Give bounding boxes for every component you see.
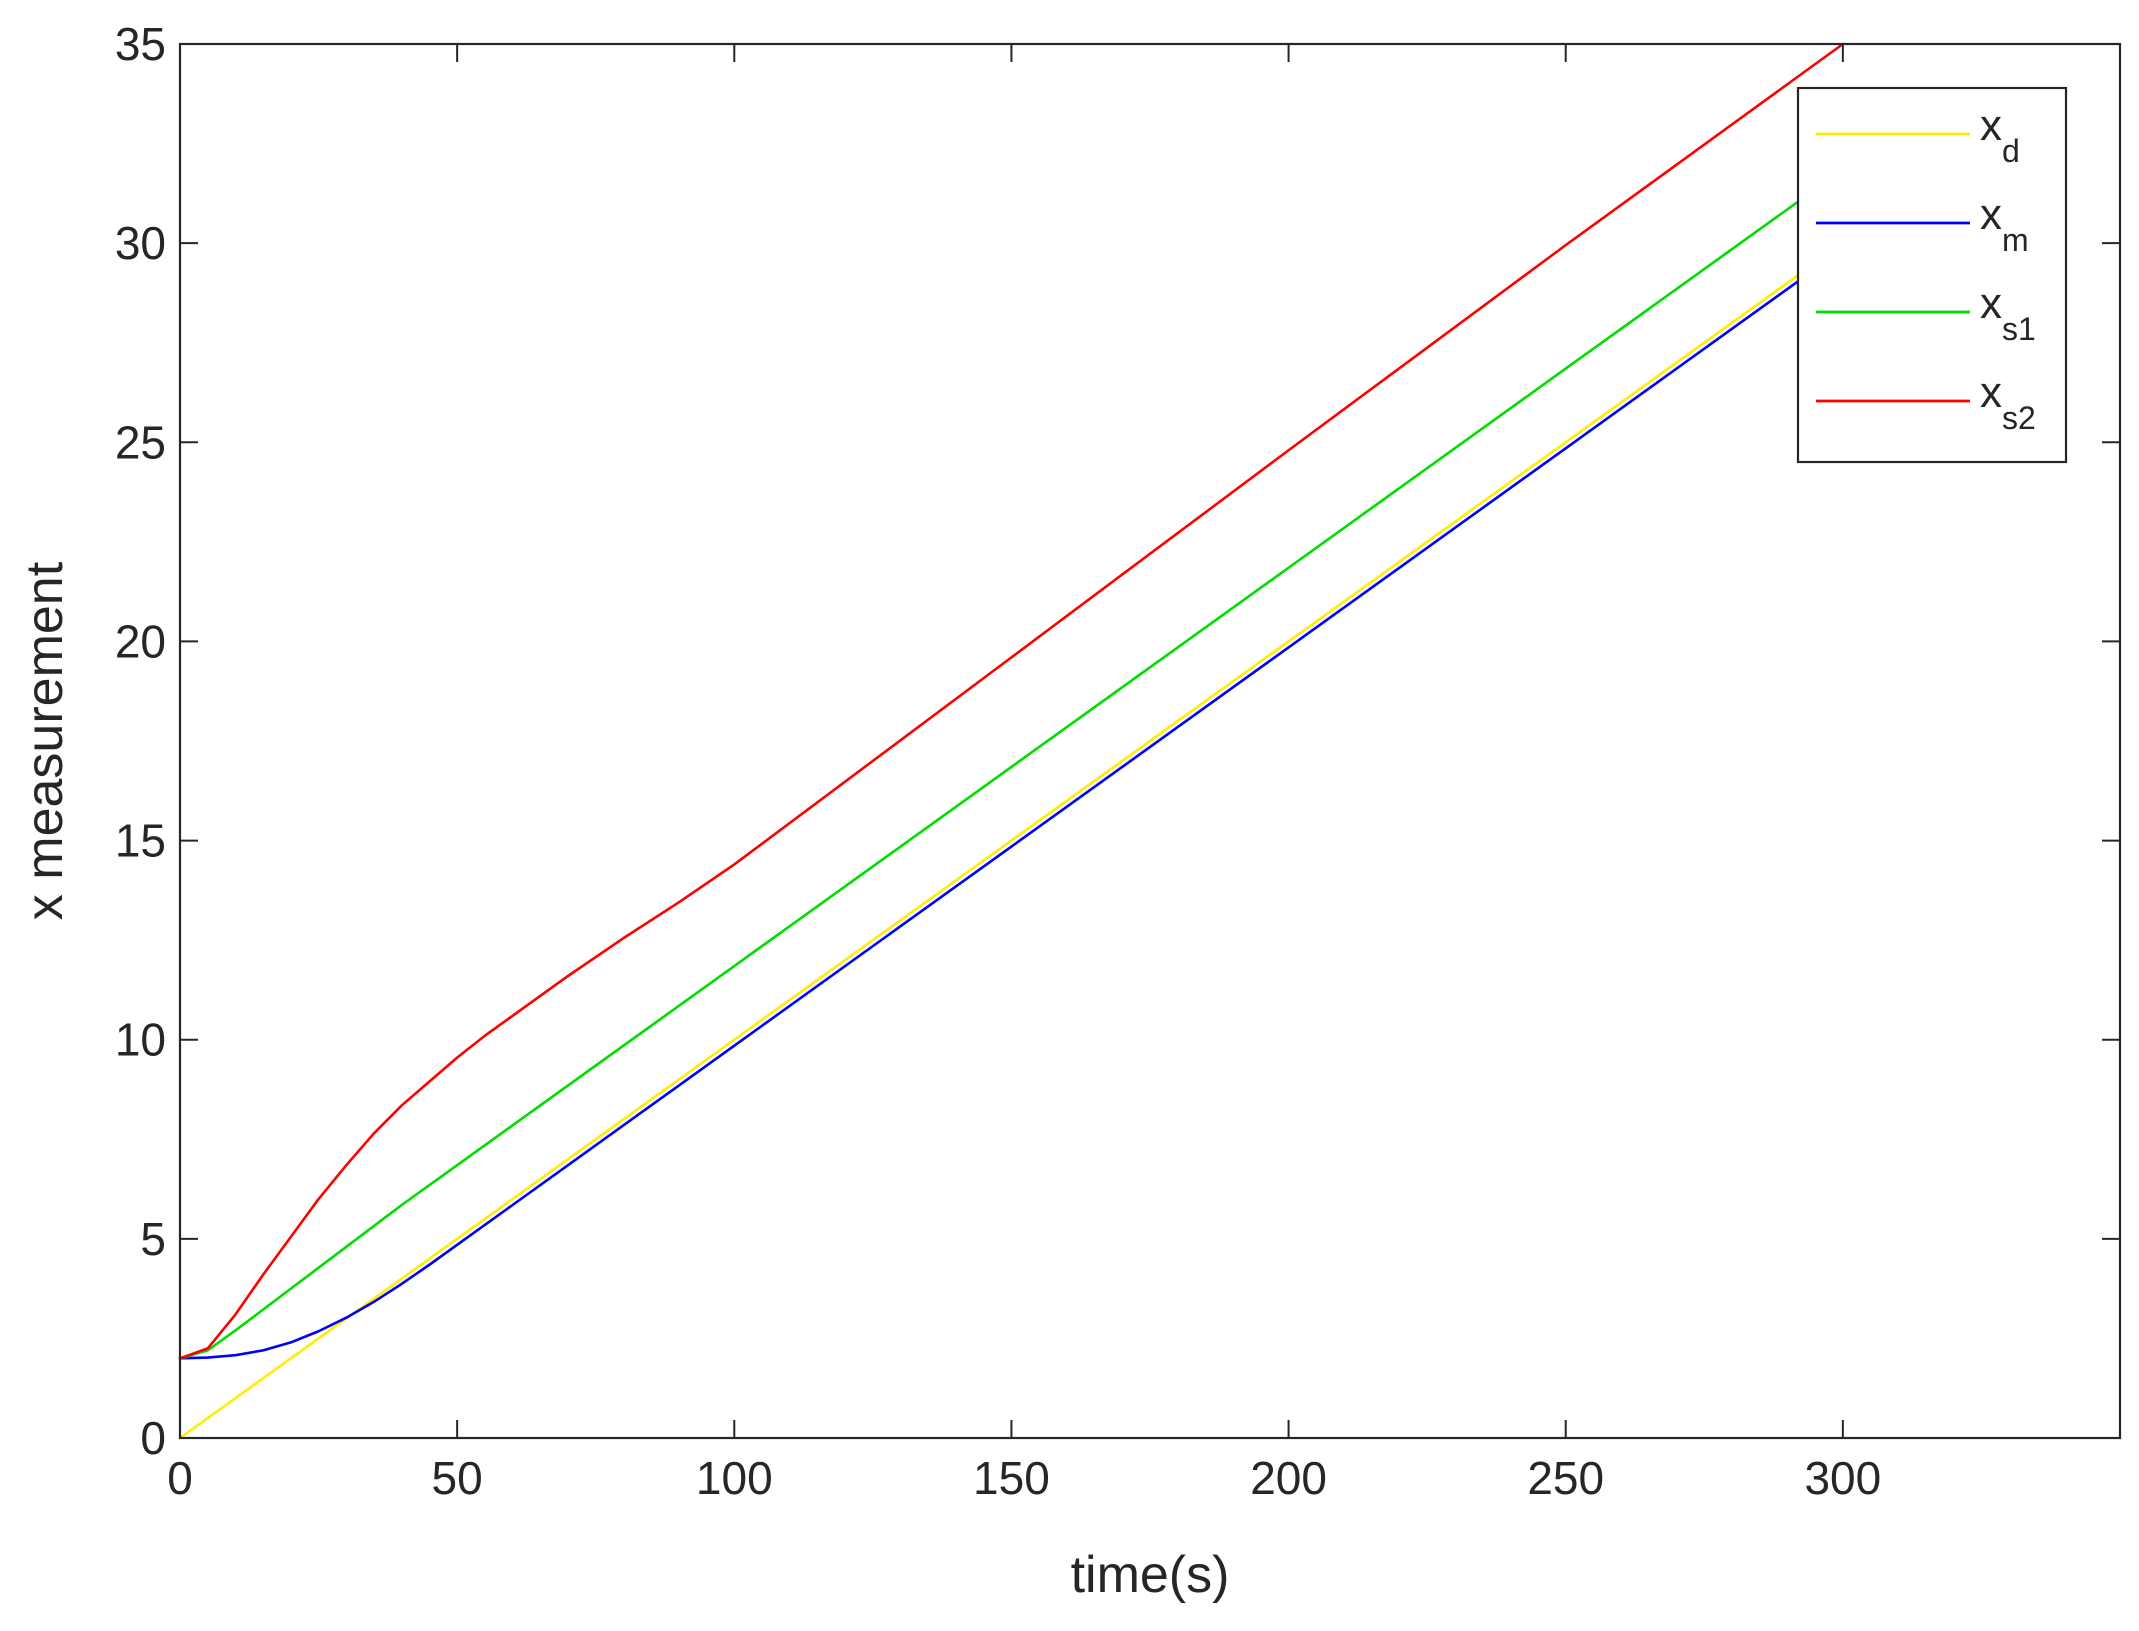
y-tick-label: 30 bbox=[115, 217, 166, 269]
y-tick-label: 20 bbox=[115, 615, 166, 667]
x-axis-title: time(s) bbox=[1071, 1546, 1230, 1604]
y-tick-label: 5 bbox=[140, 1213, 166, 1265]
y-tick-label: 25 bbox=[115, 416, 166, 468]
axes-box bbox=[178, 42, 2122, 1440]
y-tick-label: 15 bbox=[115, 815, 166, 867]
x-tick-label: 50 bbox=[432, 1452, 483, 1504]
legend-label-subscript: s2 bbox=[2002, 400, 2036, 436]
legend-label-subscript: d bbox=[2002, 133, 2020, 169]
series-layer bbox=[178, 42, 1845, 1440]
legend-label-subscript: s1 bbox=[2002, 311, 2036, 347]
x-tick-label: 250 bbox=[1527, 1452, 1604, 1504]
ticks-layer: 0 50 100 150 200 250 300 0 5 10 15 20 25 30 35 bbox=[115, 18, 2120, 1504]
series-line-x-m bbox=[178, 247, 1845, 1360]
y-tick-label: 0 bbox=[140, 1412, 166, 1464]
axes-layer bbox=[178, 42, 2122, 1440]
x-tick-label: 200 bbox=[1250, 1452, 1327, 1504]
x-tick-label: 100 bbox=[696, 1452, 773, 1504]
x-tick-label: 300 bbox=[1804, 1452, 1881, 1504]
y-tick-label: 35 bbox=[115, 18, 166, 70]
series-line-x-d bbox=[178, 241, 1845, 1440]
series-line-x-s2 bbox=[178, 42, 1845, 1360]
x-tick-label: 150 bbox=[973, 1452, 1050, 1504]
series-line-x-s1 bbox=[178, 168, 1845, 1360]
y-tick-label: 10 bbox=[115, 1014, 166, 1066]
y-axis-title: x measurement bbox=[16, 561, 74, 920]
x-tick-label: 0 bbox=[167, 1452, 193, 1504]
legend-label-subscript: m bbox=[2002, 222, 2029, 258]
